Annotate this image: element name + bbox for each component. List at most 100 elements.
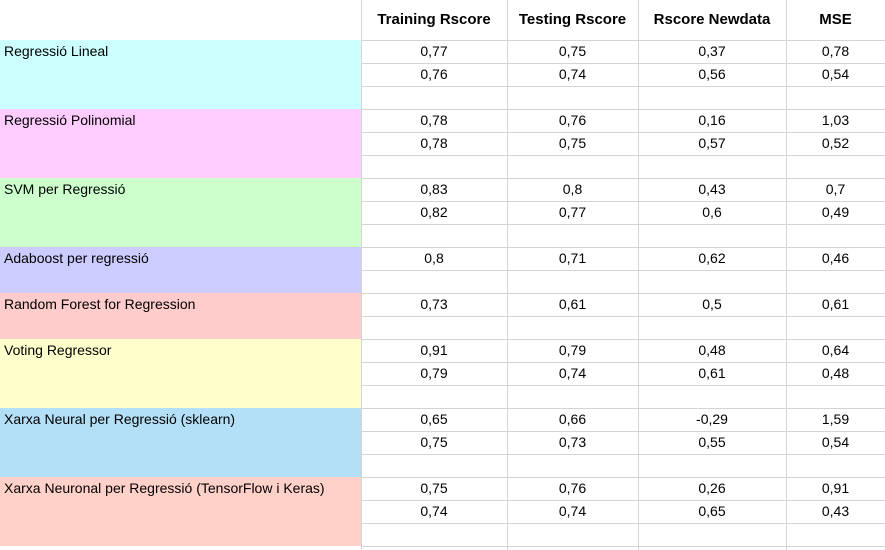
- grid-line: [361, 40, 885, 41]
- model-name[interactable]: Random Forest for Regression: [4, 296, 196, 312]
- model-name[interactable]: Voting Regressor: [4, 342, 112, 358]
- grid-line: [361, 523, 885, 524]
- data-cell[interactable]: 0,54: [821, 434, 850, 450]
- grid-line: [361, 385, 885, 386]
- grid-line: [361, 431, 885, 432]
- model-row-band: [0, 293, 361, 339]
- grid-line: [361, 500, 885, 501]
- data-cell[interactable]: 0,52: [821, 135, 850, 151]
- data-cell[interactable]: 0,83: [420, 181, 448, 197]
- column-header[interactable]: Training Rscore: [377, 11, 491, 28]
- model-row-band: [0, 40, 361, 109]
- data-cell[interactable]: 0,56: [698, 66, 726, 82]
- data-cell[interactable]: 0,7: [825, 181, 846, 197]
- data-cell[interactable]: 0,78: [420, 112, 448, 128]
- data-cell[interactable]: 0,76: [420, 66, 448, 82]
- data-cell[interactable]: 0,79: [420, 365, 448, 381]
- data-cell[interactable]: 0,46: [821, 250, 850, 266]
- grid-line: [361, 316, 885, 317]
- data-cell[interactable]: 0,73: [420, 296, 448, 312]
- data-cell[interactable]: 0,43: [698, 181, 726, 197]
- grid-line: [361, 293, 885, 294]
- data-cell[interactable]: 0,74: [558, 503, 587, 519]
- data-cell[interactable]: 0,26: [698, 480, 726, 496]
- grid-line: [507, 0, 508, 550]
- data-cell[interactable]: 0,65: [420, 411, 448, 427]
- data-cell[interactable]: 0,78: [420, 135, 448, 151]
- data-cell[interactable]: 0,75: [420, 434, 448, 450]
- data-cell[interactable]: 0,16: [698, 112, 726, 128]
- data-cell[interactable]: 0,78: [821, 43, 850, 59]
- model-name[interactable]: Adaboost per regressió: [4, 250, 149, 266]
- model-row-band: [0, 109, 361, 178]
- data-cell[interactable]: 0,74: [558, 365, 587, 381]
- grid-line: [786, 0, 787, 550]
- data-cell[interactable]: 0,57: [698, 135, 726, 151]
- data-cell[interactable]: -0,29: [696, 411, 728, 427]
- model-row-band: [0, 408, 361, 477]
- data-cell[interactable]: 0,77: [420, 43, 448, 59]
- data-cell[interactable]: 0,54: [821, 66, 850, 82]
- data-cell[interactable]: 0,91: [821, 480, 850, 496]
- grid-line: [638, 0, 639, 550]
- grid-line: [361, 362, 885, 363]
- column-header[interactable]: MSE: [819, 11, 852, 28]
- data-cell[interactable]: 0,49: [821, 204, 850, 220]
- data-cell[interactable]: 0,5: [702, 296, 722, 312]
- data-cell[interactable]: 0,61: [558, 296, 587, 312]
- grid-line: [361, 63, 885, 64]
- data-cell[interactable]: 1,03: [821, 112, 850, 128]
- data-cell[interactable]: 0,82: [420, 204, 448, 220]
- data-cell[interactable]: 0,43: [821, 503, 850, 519]
- data-cell[interactable]: 1,59: [821, 411, 850, 427]
- model-row-band: [0, 247, 361, 293]
- model-row-band: [0, 178, 361, 247]
- data-cell[interactable]: 0,48: [698, 342, 726, 358]
- data-cell[interactable]: 0,71: [558, 250, 587, 266]
- grid-line: [361, 109, 885, 110]
- data-cell[interactable]: 0,76: [558, 112, 587, 128]
- data-cell[interactable]: 0,62: [698, 250, 726, 266]
- grid-line: [361, 546, 885, 547]
- data-cell[interactable]: 0,74: [420, 503, 448, 519]
- model-row-band: [0, 339, 361, 408]
- data-cell[interactable]: 0,75: [420, 480, 448, 496]
- data-cell[interactable]: 0,8: [562, 181, 583, 197]
- model-name[interactable]: Regressió Polinomial: [4, 112, 136, 128]
- model-name[interactable]: Xarxa Neural per Regressió (sklearn): [4, 411, 236, 427]
- column-header[interactable]: Testing Rscore: [518, 11, 627, 28]
- data-cell[interactable]: 0,6: [702, 204, 722, 220]
- grid-line: [361, 477, 885, 478]
- grid-line: [361, 86, 885, 87]
- data-cell[interactable]: 0,61: [821, 296, 850, 312]
- data-cell[interactable]: 0,8: [424, 250, 444, 266]
- grid-line: [361, 132, 885, 133]
- data-cell[interactable]: 0,77: [558, 204, 587, 220]
- grid-line: [361, 339, 885, 340]
- model-name[interactable]: SVM per Regressió: [4, 181, 126, 197]
- model-name[interactable]: Xarxa Neuronal per Regressió (TensorFlow…: [4, 480, 325, 496]
- data-cell[interactable]: 0,61: [698, 365, 726, 381]
- data-cell[interactable]: 0,37: [698, 43, 726, 59]
- grid-line: [361, 408, 885, 409]
- column-header[interactable]: Rscore Newdata: [653, 11, 771, 28]
- data-cell[interactable]: 0,48: [821, 365, 850, 381]
- grid-line: [361, 155, 885, 156]
- data-cell[interactable]: 0,55: [698, 434, 726, 450]
- data-cell[interactable]: 0,79: [558, 342, 587, 358]
- data-cell[interactable]: 0,75: [558, 135, 587, 151]
- data-cell[interactable]: 0,75: [558, 43, 587, 59]
- grid-line: [361, 270, 885, 271]
- data-cell[interactable]: 0,73: [558, 434, 587, 450]
- model-row-band: [0, 477, 361, 546]
- model-name[interactable]: Regressió Lineal: [4, 43, 109, 59]
- data-cell[interactable]: 0,66: [558, 411, 587, 427]
- data-cell[interactable]: 0,76: [558, 480, 587, 496]
- data-cell[interactable]: 0,74: [558, 66, 587, 82]
- grid-line: [361, 224, 885, 225]
- data-cell[interactable]: 0,91: [420, 342, 448, 358]
- grid-line: [361, 0, 362, 550]
- data-cell[interactable]: 0,64: [821, 342, 850, 358]
- data-cell[interactable]: 0,65: [698, 503, 726, 519]
